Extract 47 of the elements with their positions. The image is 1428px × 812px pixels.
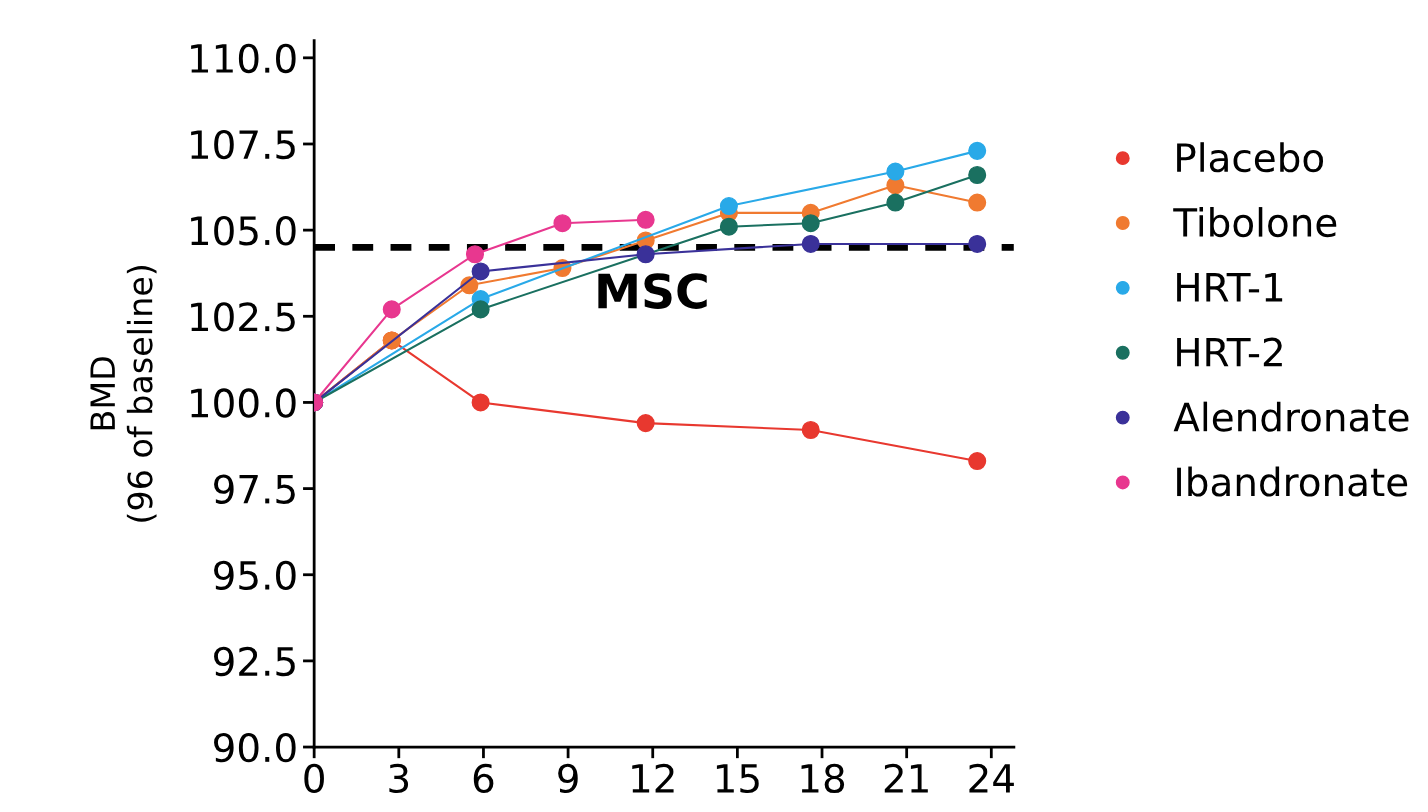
y-tick-label: 92.5 <box>214 646 295 677</box>
point <box>968 193 987 212</box>
y-tick-label: 110.0 <box>191 43 296 74</box>
point <box>719 217 738 236</box>
point <box>636 414 655 433</box>
point <box>465 245 485 264</box>
point <box>801 420 820 440</box>
point <box>471 300 490 319</box>
point <box>801 234 820 253</box>
ref-line-label: MSC <box>598 273 707 309</box>
x-tick-label: 0 <box>304 763 324 794</box>
x-tick-label: 6 <box>473 763 494 794</box>
point <box>886 193 905 212</box>
point <box>886 162 905 181</box>
legend-label: HRT-2 <box>1177 337 1282 367</box>
y-tick-label: 102.5 <box>191 302 295 332</box>
legend-label: Placebo <box>1177 142 1324 173</box>
x-tick-label: 3 <box>389 763 409 794</box>
y-tick-label: 100.0 <box>191 388 296 418</box>
point <box>968 141 987 160</box>
legend-label: Alendronate <box>1173 401 1409 432</box>
y-tick-label: 105.0 <box>191 216 296 246</box>
point <box>382 300 401 319</box>
point <box>636 245 655 264</box>
point <box>636 210 655 229</box>
y-axis-title: BMD (96 of baseline) <box>90 266 157 522</box>
y-tick-label: 95.0 <box>214 560 296 591</box>
x-tick-label: 18 <box>801 763 845 794</box>
x-tick-label: 9 <box>558 763 578 794</box>
y-tick-label: 97.5 <box>214 474 295 504</box>
point <box>968 165 987 185</box>
x-tick-label: 15 <box>716 764 759 794</box>
point <box>968 234 987 253</box>
point <box>553 214 572 233</box>
x-tick-label: 12 <box>632 763 674 793</box>
point <box>719 196 738 216</box>
y-tick-label: 90.0 <box>214 732 296 763</box>
y-tick-label: 107.5 <box>191 129 295 160</box>
point <box>968 451 987 471</box>
x-tick-label: 24 <box>969 763 1014 793</box>
point <box>471 393 490 412</box>
point <box>471 262 490 281</box>
legend-label: HRT-1 <box>1177 273 1283 302</box>
legend-label: Ibandronate <box>1177 466 1408 497</box>
legend-label: Tibolone <box>1173 207 1337 238</box>
point <box>801 214 820 233</box>
x-tick-label: 21 <box>884 763 928 793</box>
